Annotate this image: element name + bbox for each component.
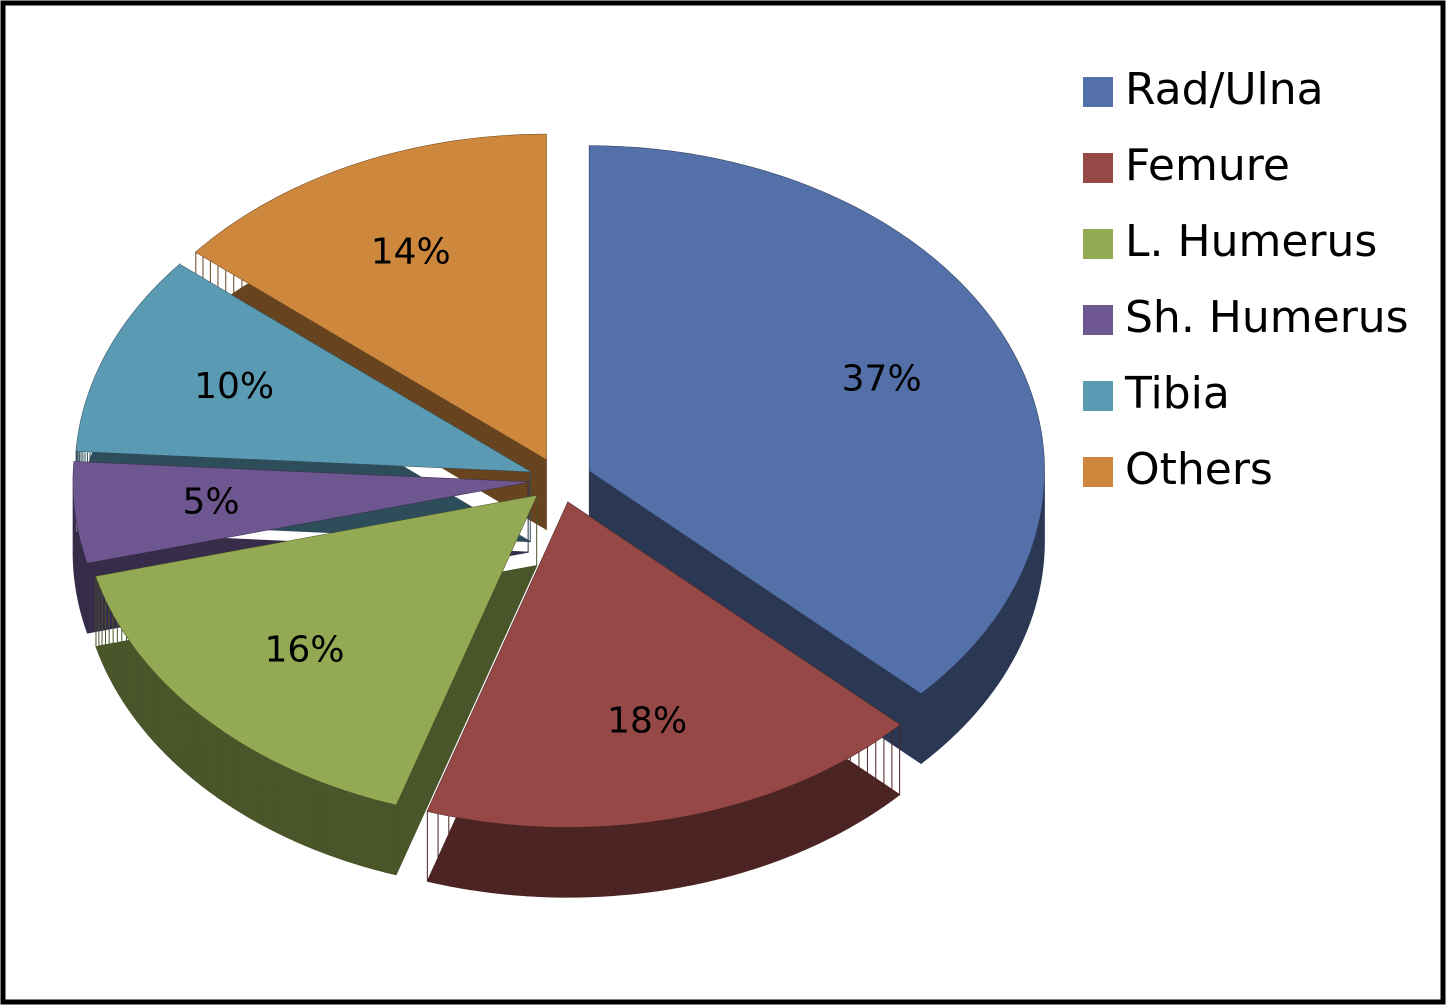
slice-top — [589, 145, 1045, 694]
slice — [95, 495, 538, 876]
legend-label: Sh. Humerus — [1125, 292, 1409, 343]
data-label: 18% — [607, 700, 687, 741]
legend-swatch — [1083, 457, 1113, 487]
slice-top — [73, 461, 529, 563]
legend-label: L. Humerus — [1125, 216, 1377, 267]
data-label: 16% — [264, 629, 344, 670]
slice — [426, 501, 901, 898]
legend-swatch — [1083, 77, 1113, 107]
data-label: 14% — [371, 231, 451, 272]
legend-swatch — [1083, 305, 1113, 335]
data-label: 37% — [842, 359, 922, 400]
legend-swatch — [1083, 229, 1113, 259]
legend-label: Others — [1125, 444, 1273, 495]
slice-top — [195, 134, 547, 460]
legend-label: Rad/Ulna — [1125, 64, 1324, 115]
legend-label: Femure — [1125, 140, 1290, 191]
slice-top — [95, 495, 537, 805]
data-label: 5% — [182, 482, 239, 523]
legend-label: Tibia — [1124, 368, 1230, 419]
slice-top — [427, 502, 900, 828]
slice-top — [76, 264, 531, 472]
legend-swatch — [1083, 153, 1113, 183]
legend-swatch — [1083, 381, 1113, 411]
data-label: 10% — [194, 366, 274, 407]
